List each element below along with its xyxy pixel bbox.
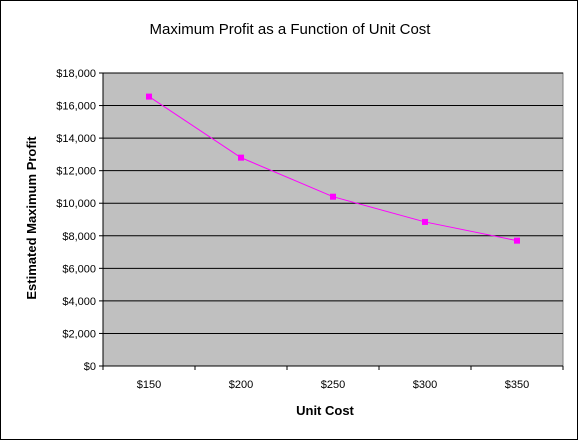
y-tick-label: $8,000 [62, 231, 96, 243]
y-tick-label: $18,000 [56, 68, 96, 80]
y-tick-label: $2,000 [62, 328, 96, 340]
data-point [238, 154, 244, 161]
y-tick-label: $0 [84, 361, 96, 373]
x-tick-label: $200 [229, 379, 253, 391]
data-point [514, 237, 520, 244]
x-tick-label: $350 [505, 379, 529, 391]
x-axis-title: Unit Cost [296, 403, 354, 418]
chart-title: Maximum Profit as a Function of Unit Cos… [150, 21, 432, 38]
y-axis-title: Estimated Maximum Profit [24, 136, 39, 300]
y-tick-label: $14,000 [56, 133, 96, 145]
y-tick-label: $12,000 [56, 166, 96, 178]
data-point [146, 93, 152, 100]
y-tick-label: $6,000 [62, 263, 96, 275]
x-tick-label: $300 [413, 379, 437, 391]
data-point [422, 218, 428, 225]
grid-lines [103, 72, 563, 334]
y-axis-ticks: $0 $2,000 $4,000 $6,000 $8,000 $10,000 $12,000… [56, 68, 104, 373]
plot-area [102, 72, 564, 367]
y-tick-label: $10,000 [56, 198, 96, 210]
x-tick-label: $150 [137, 379, 161, 391]
series-layer [146, 93, 520, 244]
y-tick-label: $16,000 [56, 101, 96, 113]
y-tick-label: $4,000 [62, 296, 96, 308]
x-tick-label: $250 [321, 379, 345, 391]
data-point [330, 193, 336, 200]
x-axis-ticks: $150 $200 $250 $300 $350 [102, 365, 564, 391]
